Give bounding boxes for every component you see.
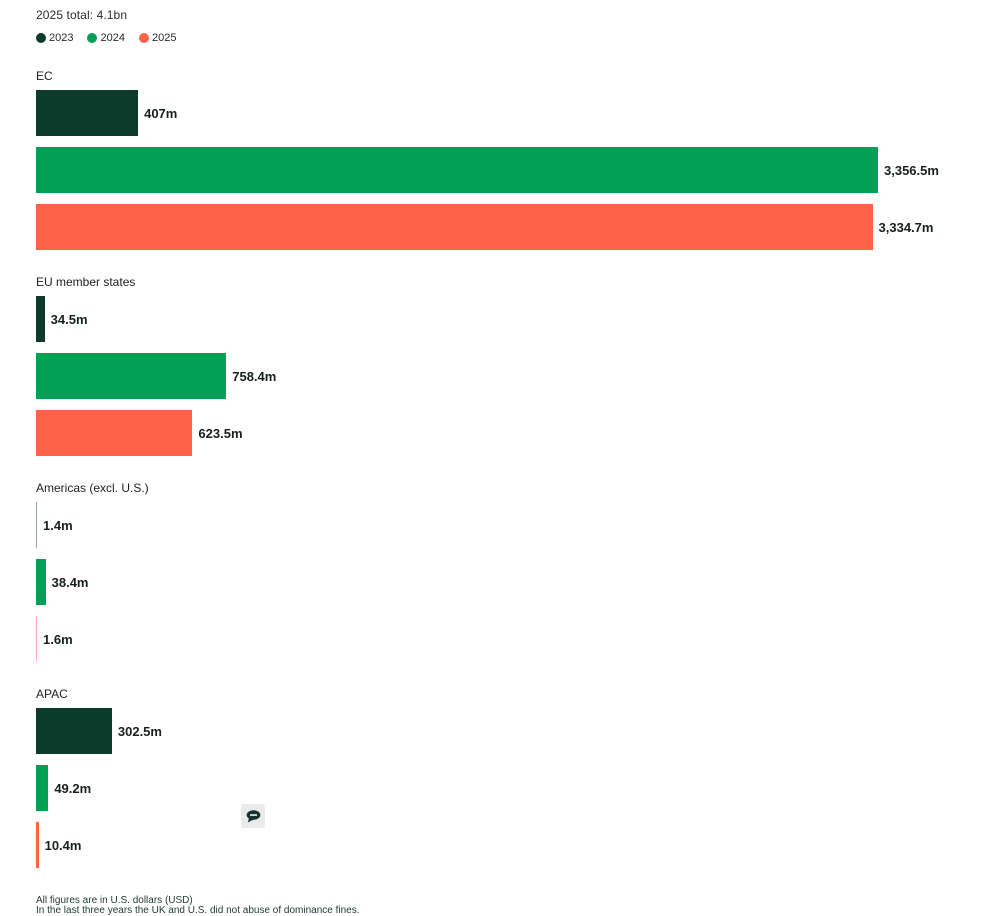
bar-value-label: 49.2m [54,780,92,796]
chart-group-americas: Americas (excl. U.S.) 1.4m 38.4m 1.6m [36,481,1000,662]
bar-row: 1.6m [36,616,1000,662]
bar-eu-2025[interactable] [36,410,193,456]
group-label: EC [36,69,53,83]
legend-label-2025: 2025 [151,32,177,44]
chart-group-apac: APAC 302.5m 49.2m 10.4m [36,687,1000,868]
bar-value-label: 3,334.7m [878,219,934,235]
bar-apac-2025[interactable] [36,822,39,868]
legend: 2023 2024 2025 [36,32,1000,44]
legend-item-2023: 2023 [36,32,73,44]
bar-value-label: 302.5m [117,723,162,739]
bar-row: 1.4m [36,502,1000,548]
bar-value-label: 38.4m [51,574,89,590]
bar-apac-2023[interactable] [36,708,112,754]
bar-row: 758.4m [36,353,1000,399]
chart-group-ec: EC 407m 3,356.5m 3,334.7m [36,69,1000,250]
legend-item-2024: 2024 [87,32,125,44]
bar-row: 38.4m [36,559,1000,605]
bar-value-label: 623.5m [198,425,243,441]
bar-row: 3,356.5m [36,147,1000,193]
legend-dot-2025-icon [138,33,149,43]
group-label: Americas (excl. U.S.) [36,481,149,495]
speech-bubble-icon [245,809,262,824]
bar-value-label: 10.4m [44,837,82,853]
bar-eu-2023[interactable] [36,296,45,342]
bar-value-label: 34.5m [50,311,88,327]
bar-ec-2025[interactable] [36,204,873,250]
bar-row: 302.5m [36,708,1000,754]
group-label: APAC [36,687,68,701]
legend-dot-2024-icon [87,33,98,43]
bar-value-label: 3,356.5m [884,162,939,178]
bar-row: 623.5m [36,410,1000,456]
bar-value-label: 758.4m [232,368,277,384]
bar-row: 34.5m [36,296,1000,342]
bar-row: 10.4m [36,822,1000,868]
bar-row: 3,334.7m [36,204,1000,250]
footnote-line-2: In the last three years the UK and U.S. … [36,904,360,916]
legend-dot-2023-icon [36,33,46,43]
bar-value-label: 1.4m [43,517,73,533]
chart-total-title: 2025 total: 4.1bn [36,8,128,22]
footnote-line-1: All figures are in U.S. dollars (USD) [36,895,193,906]
bar-ec-2024[interactable] [36,147,878,193]
legend-item-2025: 2025 [138,32,177,44]
bar-apac-2024[interactable] [36,765,49,811]
bar-row: 407m [36,90,1000,136]
bar-americas-2025[interactable] [36,616,37,662]
legend-label-2023: 2023 [49,32,74,44]
bar-value-label: 407m [144,105,178,121]
bar-row: 49.2m [36,765,1000,811]
group-label: EU member states [36,275,136,289]
bar-eu-2024[interactable] [36,353,227,399]
bar-ec-2023[interactable] [36,90,139,136]
chart-group-eu-member-states: EU member states 34.5m 758.4m 623.5m [36,275,1000,456]
bar-value-label: 1.6m [43,631,73,647]
bar-americas-2023[interactable] [36,502,37,548]
comment-button[interactable] [241,804,265,828]
chart-footnote: All figures are in U.S. dollars (USD) In… [36,896,1000,915]
bar-americas-2024[interactable] [36,559,46,605]
legend-label-2024: 2024 [100,32,125,44]
